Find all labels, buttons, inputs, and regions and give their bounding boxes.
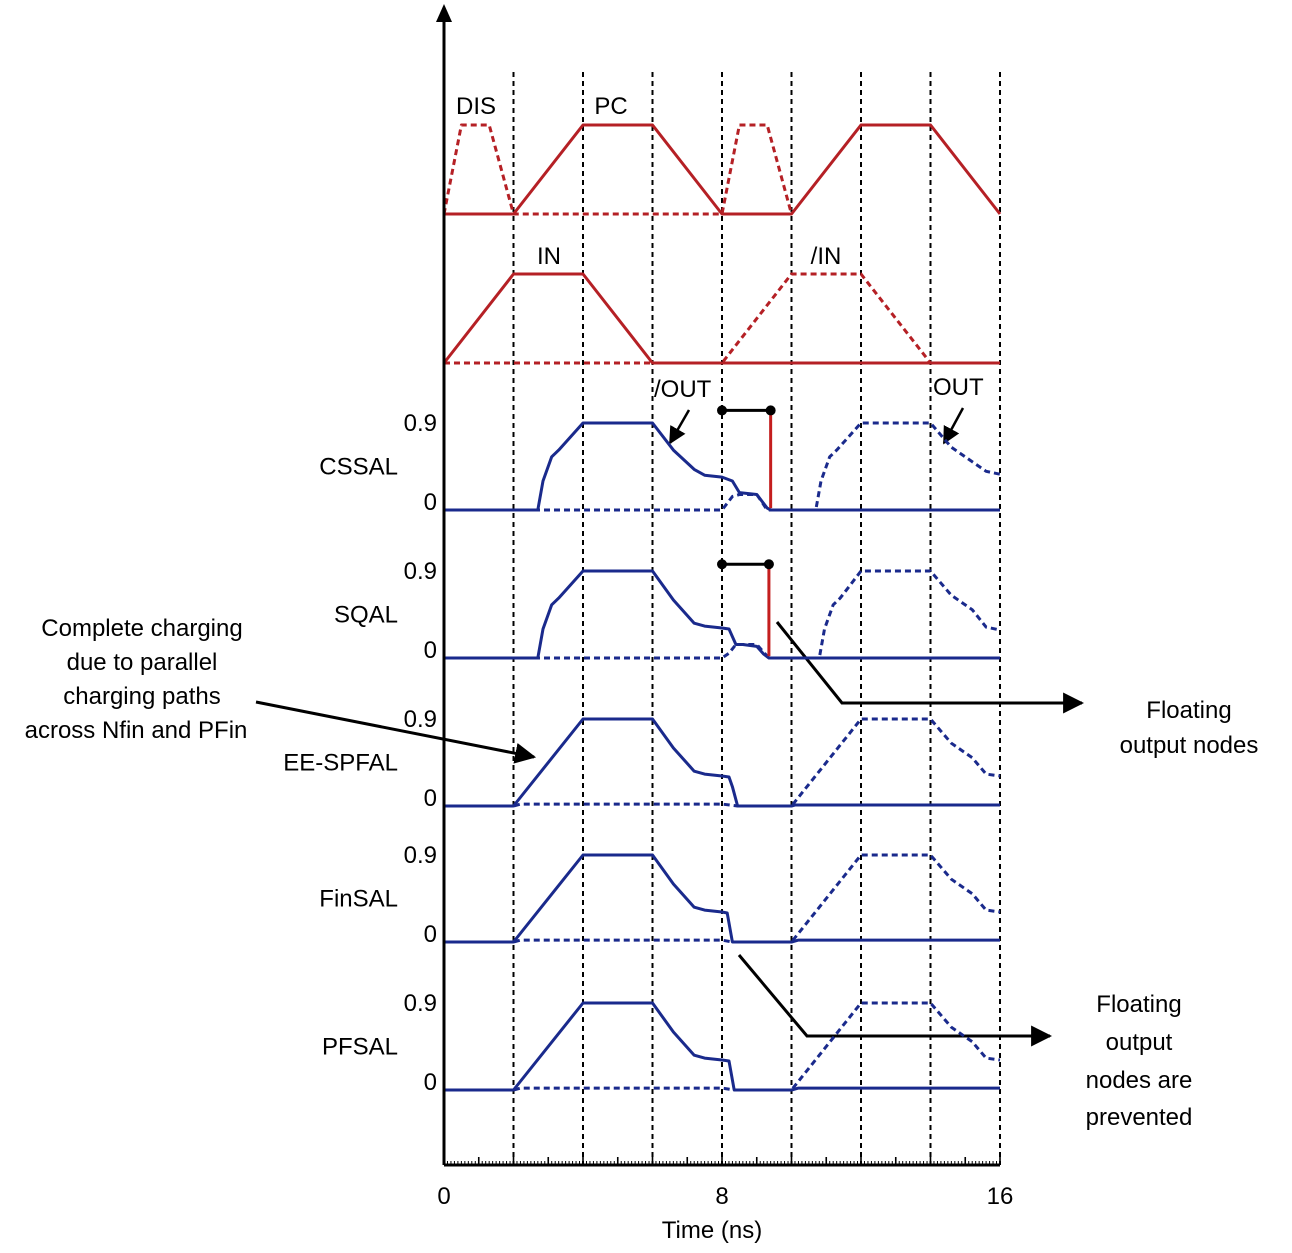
floating-nodes-line-1: Floating xyxy=(1146,697,1231,724)
series-dis xyxy=(442,123,793,216)
x-tick-label: 16 xyxy=(987,1183,1014,1210)
ee-spfal-series-bar-out xyxy=(444,717,1000,808)
y-axis-arrow-icon xyxy=(436,4,452,22)
x-axis-label: Time (ns) xyxy=(662,1217,762,1244)
cssal-floating-dot-start xyxy=(717,405,727,416)
series-in xyxy=(442,272,1000,365)
x-tick-label: 8 xyxy=(715,1183,728,1210)
series-label-dis: DIS xyxy=(456,93,496,120)
cssal-series-out xyxy=(444,421,1001,512)
x-tick-label: 0 xyxy=(437,1183,450,1210)
ee-spfal-series-out xyxy=(444,717,1001,808)
series-label-inbar: /IN xyxy=(811,243,842,270)
pfsal-label: PFSAL xyxy=(322,1034,398,1061)
out-label: OUT xyxy=(933,374,984,401)
floating-nodes-line-2: output nodes xyxy=(1120,732,1259,759)
charging-note-line-1: Complete charging xyxy=(41,615,242,642)
floating-prevented-line-1: Floating xyxy=(1096,991,1181,1018)
floating-prevented-line-2: output xyxy=(1106,1029,1173,1056)
cssal-floating-dot-end xyxy=(765,405,776,416)
panel-labels: DIS PCIN/IN0.90CSSAL0.90SQAL0.90EE-SPFAL0… xyxy=(283,93,841,1096)
annotations: Complete charging due to parallel chargi… xyxy=(25,374,1259,1131)
ee-spfal-label: EE-SPFAL xyxy=(283,750,398,777)
finsal-label: FinSAL xyxy=(319,886,398,913)
charging-note-line-2: due to parallel xyxy=(67,649,218,676)
sqal-label: SQAL xyxy=(334,602,398,629)
floating-prevented-line-4: prevented xyxy=(1086,1104,1193,1131)
charging-note-pointer xyxy=(255,700,537,764)
pfsal-series-bar-out xyxy=(444,1001,1000,1092)
out-bar-label: /OUT xyxy=(654,376,712,403)
pfsal-series-out xyxy=(444,1001,1001,1092)
floating-nodes-pointer xyxy=(775,621,1085,714)
series-label-pc: PC xyxy=(594,93,627,120)
axes: 0 8 16 xyxy=(436,4,1013,1210)
series-label-in: IN xyxy=(537,243,561,270)
waveforms xyxy=(442,123,1002,1092)
series-pc xyxy=(444,123,1002,216)
series-bar-in xyxy=(444,272,1000,365)
floating-prevented-line-3: nodes are xyxy=(1086,1067,1193,1094)
sqal-tick-0: 0 xyxy=(424,637,437,664)
finsal-tick-0: 0 xyxy=(424,921,437,948)
cssal-tick-09: 0.9 xyxy=(404,410,437,437)
charging-note-line-4: across Nfin and PFin xyxy=(25,717,248,744)
ee-spfal-tick-09: 0.9 xyxy=(404,706,437,733)
finsal-series-bar-out xyxy=(444,853,1000,944)
sqal-tick-09: 0.9 xyxy=(404,558,437,585)
pfsal-tick-09: 0.9 xyxy=(404,990,437,1017)
floating-prevented-pointer xyxy=(737,954,1053,1047)
ee-spfal-tick-0: 0 xyxy=(424,785,437,812)
phase-lines xyxy=(512,72,1001,1165)
pfsal-tick-0: 0 xyxy=(424,1069,437,1096)
finsal-tick-09: 0.9 xyxy=(404,842,437,869)
sqal-floating-dot-end xyxy=(763,559,774,570)
sqal-floating-dot-start xyxy=(717,559,727,570)
finsal-series-out xyxy=(444,853,1001,944)
cssal-tick-0: 0 xyxy=(424,489,437,516)
charging-note-line-3: charging paths xyxy=(63,683,220,710)
sqal-series-out xyxy=(444,569,1001,660)
out-pointer xyxy=(942,407,965,445)
out-bar-pointer xyxy=(668,409,691,445)
cssal-label: CSSAL xyxy=(319,454,398,481)
